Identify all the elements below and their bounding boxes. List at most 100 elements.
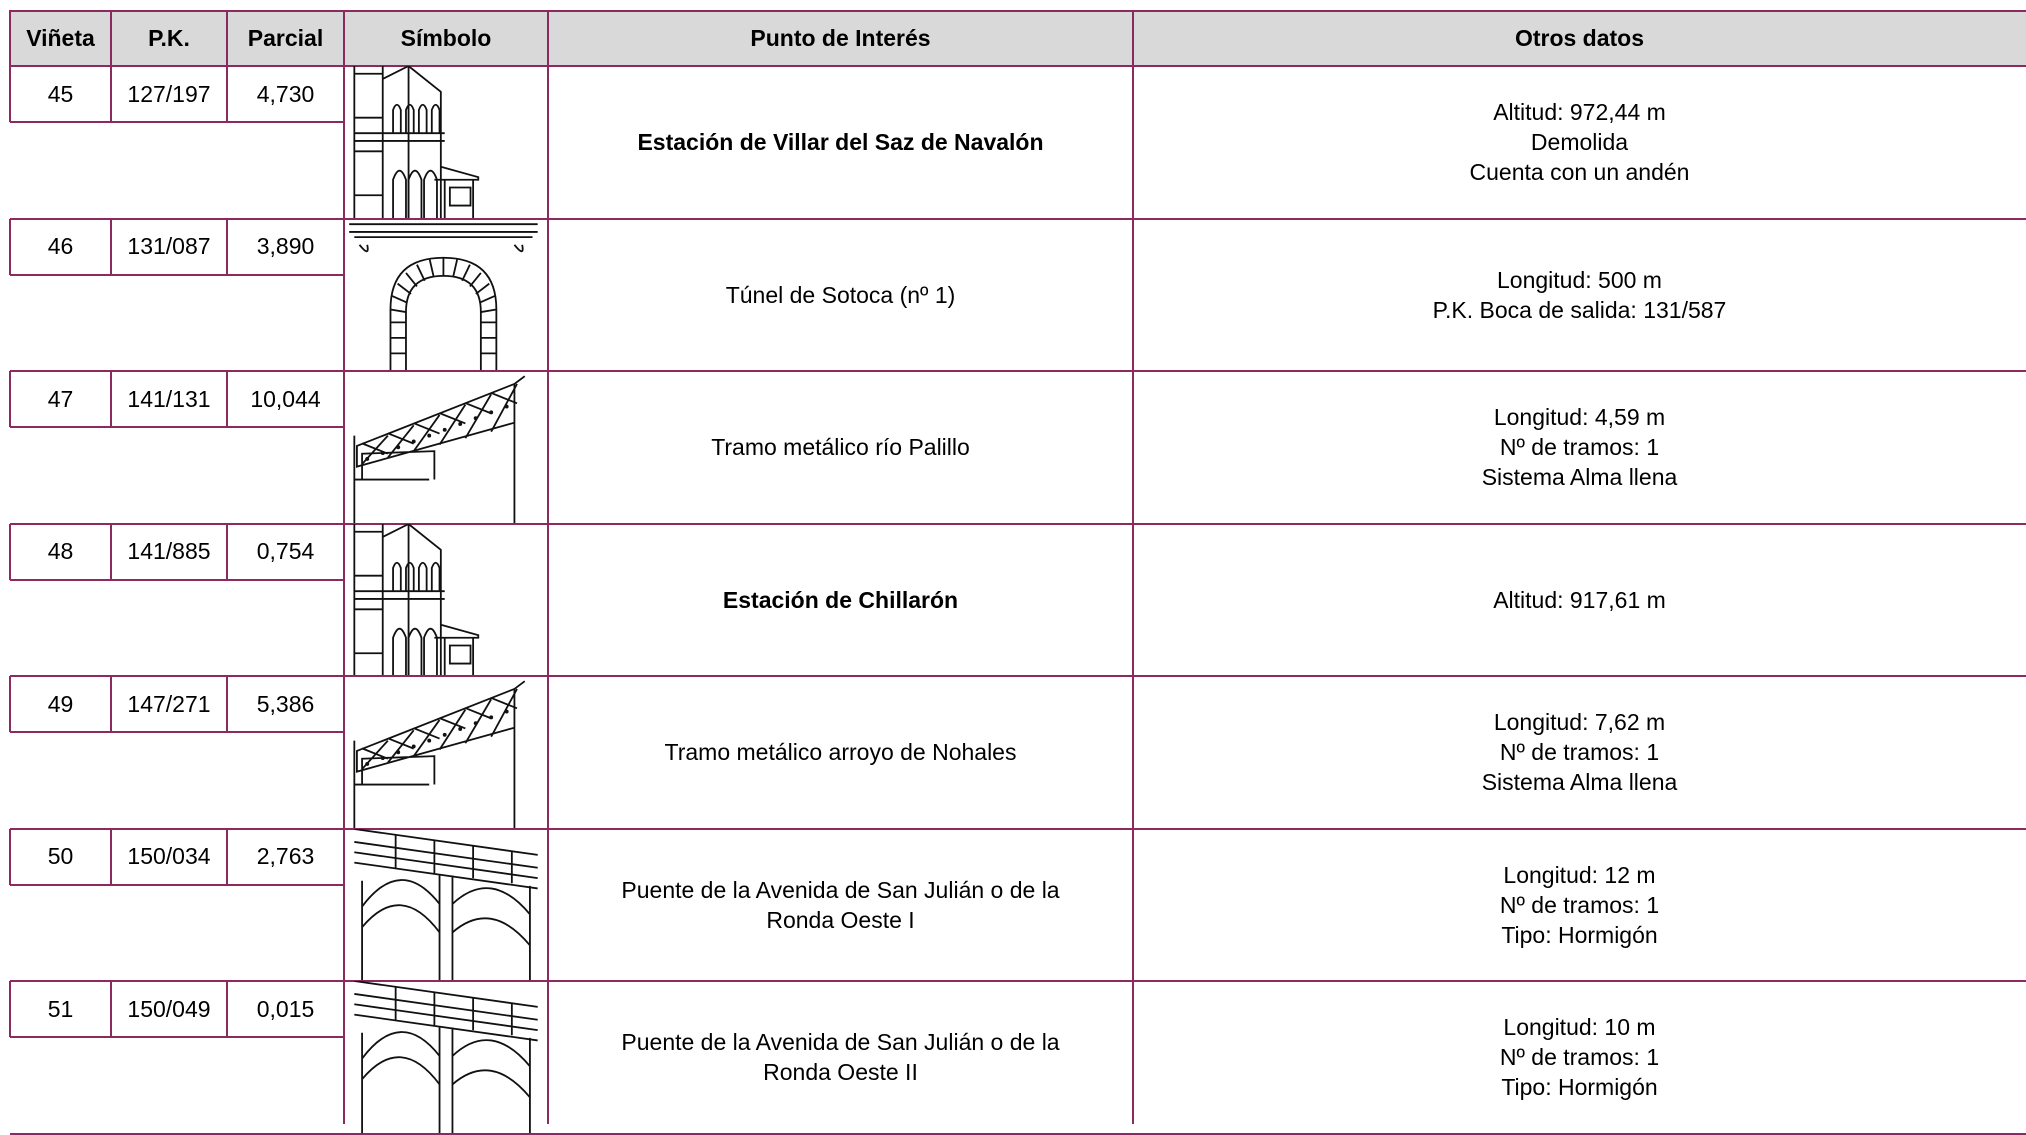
symbol-stroke (427, 433, 432, 438)
border (547, 676, 549, 829)
symbol-stroke (387, 729, 415, 764)
punto-cell: Estación de Villar del Saz de Navalón (637, 129, 1044, 156)
symbol-stroke (452, 258, 458, 277)
border (10, 273, 344, 276)
symbol-stroke (480, 308, 497, 313)
border (343, 66, 345, 219)
symbol-stroke (389, 256, 498, 371)
symbol-cell (344, 676, 548, 829)
border (110, 66, 112, 122)
symbol-icon (354, 828, 538, 981)
border (343, 523, 345, 676)
symbol-cell (344, 219, 548, 371)
otros-line: Sistema Alma llena (1481, 769, 1678, 796)
parcial-cell: 4,730 (256, 80, 315, 107)
symbol-stroke (430, 103, 441, 134)
border (343, 828, 345, 981)
border (1132, 66, 1134, 219)
otros-line: Tipo: Hormigón (1501, 1074, 1658, 1101)
symbol-stroke (423, 169, 438, 219)
otros-line: Altitud: 972,44 m (1493, 99, 1666, 126)
border (343, 10, 345, 66)
otros-line: Nº de tramos: 1 (1499, 891, 1660, 918)
otros-line: Longitud: 500 m (1497, 266, 1662, 293)
otros-line: Longitud: 12 m (1503, 861, 1656, 888)
border (110, 10, 112, 66)
otros-cell: Longitud: 7,62 m Nº de tramos: 1 Sistema A… (1133, 676, 2026, 829)
border (226, 371, 228, 427)
symbol-stroke (479, 294, 495, 304)
otros-line: Nº de tramos: 1 (1499, 1044, 1660, 1071)
border (1132, 828, 1134, 981)
border (226, 676, 228, 732)
symbol-icon (353, 680, 526, 829)
border (1132, 371, 1134, 524)
vineta-cell: 48 (47, 538, 74, 564)
border (9, 218, 11, 275)
border (10, 675, 2026, 677)
symbol-stroke (434, 623, 480, 676)
symbol-stroke (361, 878, 531, 946)
border (547, 981, 549, 1124)
symbol-stroke (380, 451, 385, 456)
border (110, 981, 112, 1037)
parcial-cell: 2,763 (256, 843, 315, 869)
symbol-stroke (416, 263, 426, 281)
otros-cell: Longitud: 10 m Nº de tramos: 1 Tipo: Hormi… (1133, 981, 2026, 1134)
border (10, 121, 344, 123)
punto-cell: Túnel de Sotoca (nº 1) (725, 281, 956, 308)
symbol-stroke (489, 410, 494, 415)
border (547, 371, 549, 524)
header-cell: Viñeta (10, 10, 111, 66)
symbol-stroke (412, 414, 441, 452)
symbol-icon (349, 222, 538, 371)
symbol-icon (354, 981, 538, 1134)
symbol-stroke (411, 744, 416, 749)
symbol-cell (344, 66, 548, 219)
symbol-stroke (464, 393, 492, 439)
symbol-stroke (489, 715, 494, 720)
symbol-stroke (411, 439, 416, 444)
symbol-stroke (461, 263, 471, 281)
symbol-stroke (354, 828, 538, 889)
symbol-stroke (361, 875, 531, 981)
vineta-cell: 51 (47, 995, 74, 1022)
border (343, 218, 345, 371)
otros-line: Longitud: 7,62 m (1493, 709, 1666, 736)
symbol-stroke (405, 561, 415, 591)
border (10, 578, 344, 581)
symbol-cell (344, 371, 548, 524)
border (226, 66, 228, 122)
otros-line: Nº de tramos: 1 (1499, 739, 1660, 766)
border (10, 1132, 2026, 1135)
symbol-stroke (349, 222, 538, 252)
symbol-stroke (442, 427, 447, 432)
symbol-stroke (407, 627, 423, 676)
symbol-stroke (396, 445, 401, 450)
symbol-stroke (365, 761, 370, 766)
vineta-cell: 47 (47, 385, 74, 412)
symbol-stroke (417, 103, 428, 134)
symbol-cell (344, 828, 548, 981)
punto-cell: Puente de la Avenida de San Julián o de … (621, 1029, 1060, 1086)
symbol-stroke (392, 103, 402, 134)
otros-line: Tipo: Hormigón (1501, 921, 1658, 948)
pk-cell: 150/034 (127, 843, 211, 869)
otros-line: Sistema Alma llena (1481, 464, 1678, 491)
symbol-stroke (392, 169, 407, 219)
symbol-stroke (434, 165, 480, 219)
symbol-stroke (392, 627, 407, 676)
symbol-stroke (354, 132, 445, 142)
symbol-stroke (361, 1027, 531, 1134)
border (9, 676, 11, 732)
symbol-cell (344, 523, 548, 676)
symbol-stroke (354, 589, 445, 600)
otros-cell: Altitud: 917,61 m (1133, 524, 2026, 677)
symbol-icon (353, 523, 480, 676)
symbol-stroke (490, 688, 518, 738)
border (547, 66, 549, 219)
symbol-stroke (438, 709, 467, 751)
border (226, 10, 228, 66)
border (9, 981, 11, 1037)
pk-cell: 141/885 (127, 538, 211, 564)
